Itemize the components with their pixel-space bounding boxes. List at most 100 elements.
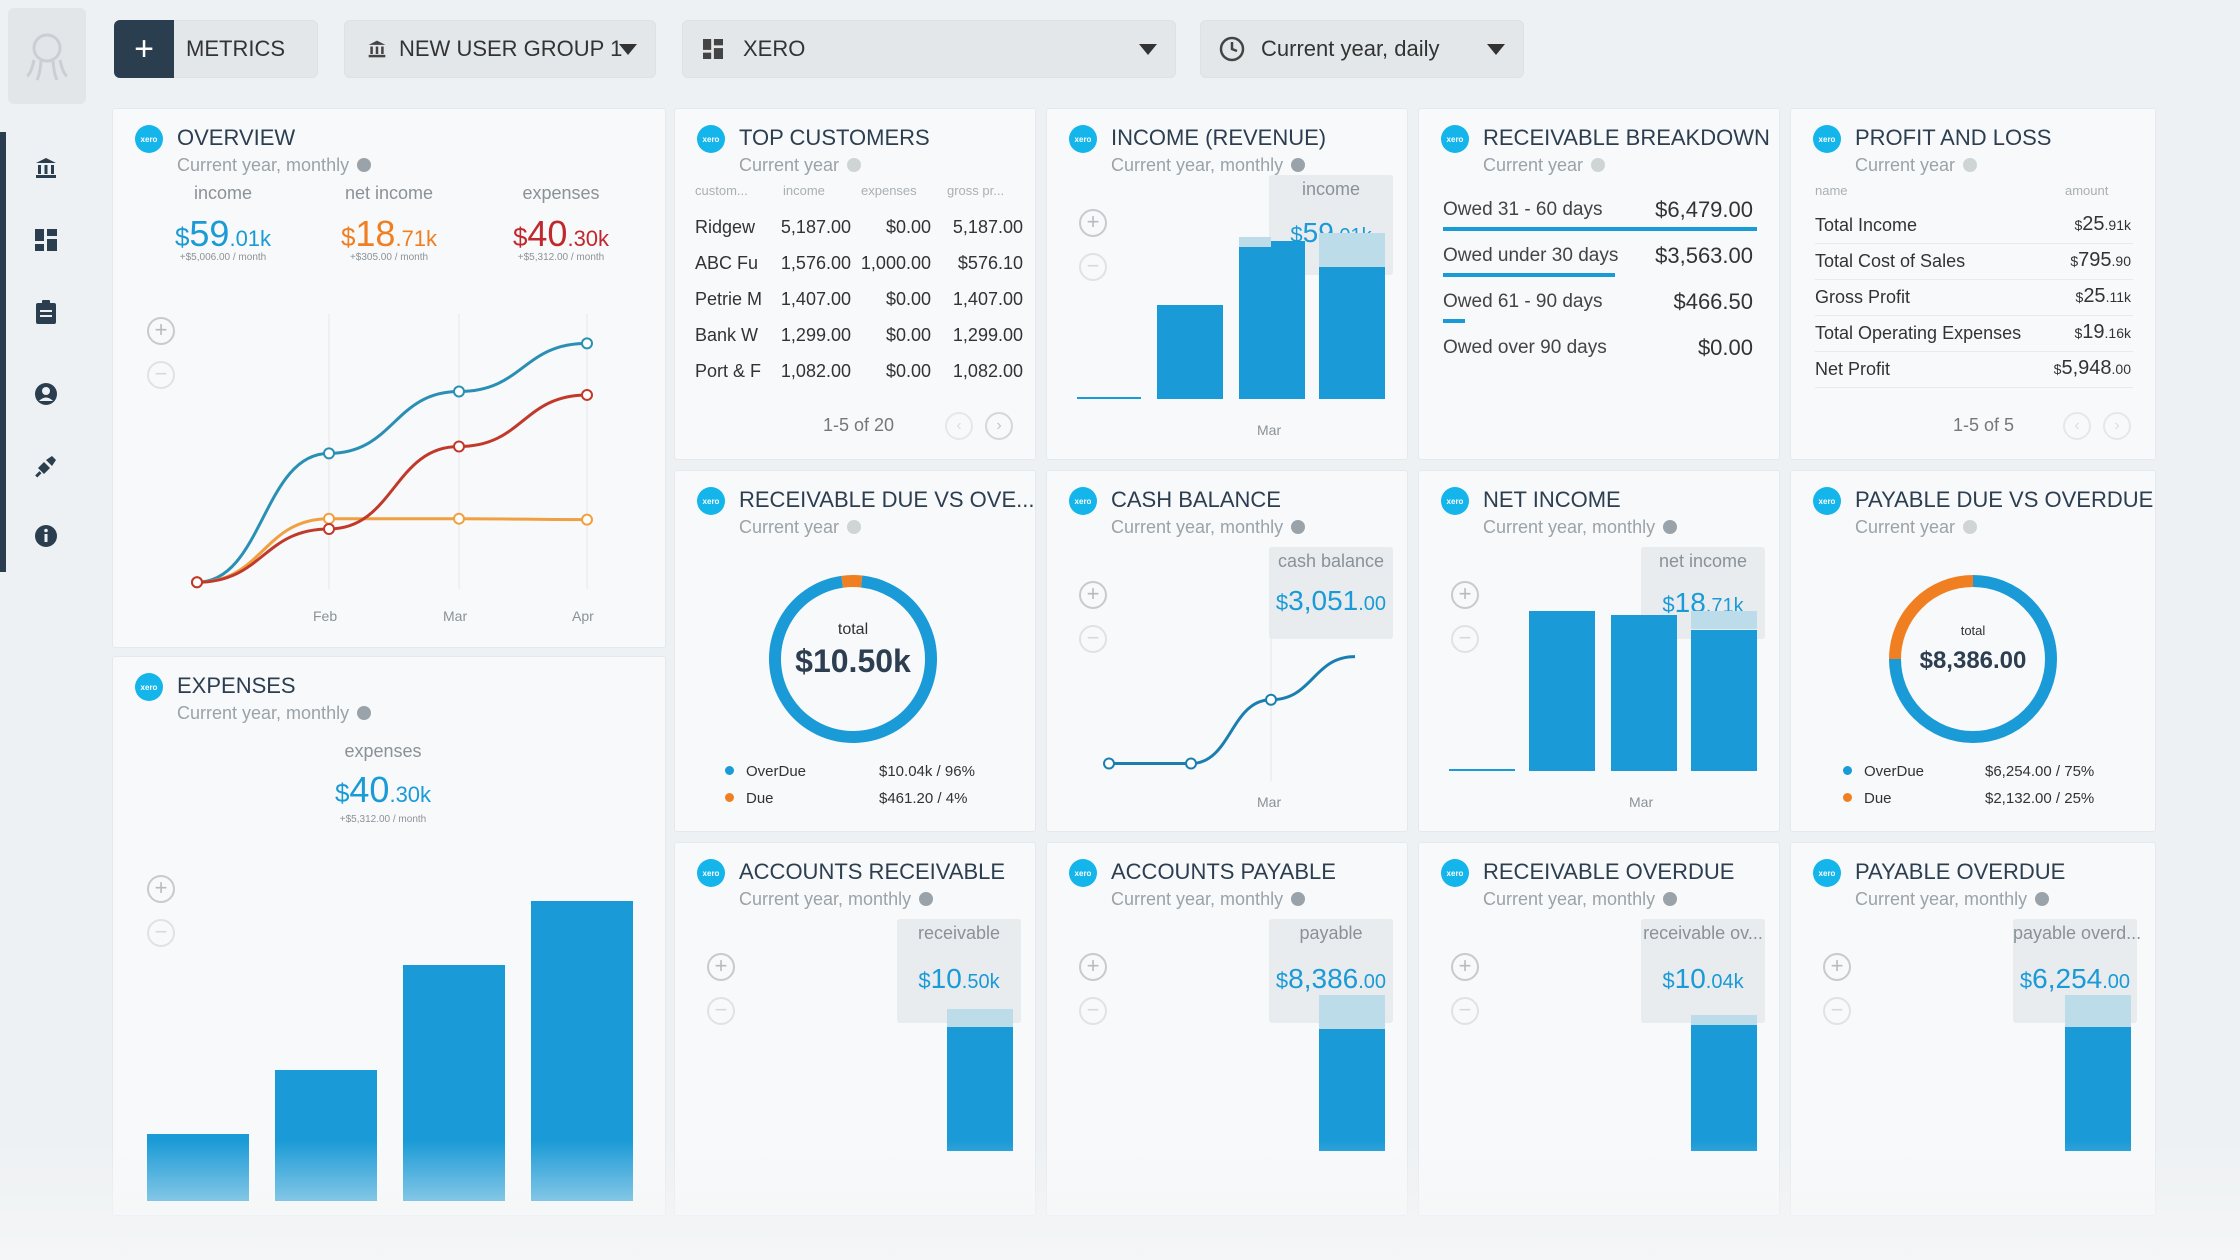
clipboard-icon[interactable] — [28, 294, 64, 330]
table-cell: 1,299.00 — [780, 325, 851, 345]
zoom-out-button[interactable]: − — [1079, 997, 1107, 1025]
zoom-out-button[interactable]: − — [147, 919, 175, 947]
zoom-in-button[interactable]: + — [1079, 581, 1107, 609]
income-bar — [1239, 241, 1305, 399]
column-header[interactable]: amount — [2065, 183, 2109, 198]
zoom-in-button[interactable]: + — [1451, 581, 1479, 609]
settings-dot-icon[interactable] — [1291, 158, 1306, 172]
zoom-in-button[interactable]: + — [147, 875, 175, 903]
table-cell: 1,082.00 — [780, 361, 851, 381]
column-header[interactable]: expenses — [861, 183, 917, 198]
zoom-out-button[interactable]: − — [707, 997, 735, 1025]
overdue-bar — [2065, 1027, 2131, 1151]
pager-next-icon[interactable]: › — [985, 412, 1013, 440]
overview-line-chart — [191, 314, 593, 589]
period-dropdown[interactable]: Current year, daily — [1200, 20, 1524, 78]
settings-dot-icon[interactable] — [2035, 892, 2050, 906]
bar-highlight — [2065, 995, 2131, 1027]
zoom-out-button[interactable]: − — [1451, 997, 1479, 1025]
row-divider — [1815, 243, 2133, 244]
pl-big: 25 — [2083, 285, 2106, 307]
card-title: TOP CUSTOMERS — [739, 125, 930, 150]
settings-dot-icon[interactable] — [847, 520, 862, 534]
overdue-bar — [1691, 1025, 1757, 1151]
breakdown-value: $3,563.00 — [1655, 243, 1753, 268]
pager-prev-icon[interactable]: ‹ — [945, 412, 973, 440]
zoom-in-button[interactable]: + — [1079, 953, 1107, 981]
settings-dot-icon[interactable] — [1963, 520, 1978, 534]
pager-prev-icon[interactable]: ‹ — [2063, 412, 2091, 440]
settings-dot-icon[interactable] — [1591, 158, 1606, 172]
settings-dot-icon[interactable] — [1291, 520, 1306, 534]
expenses-card: xero EXPENSES Current year, monthly expe… — [112, 656, 666, 1216]
pl-amount: $25.91k — [2021, 213, 2131, 236]
receivable-bar — [947, 1027, 1013, 1151]
kpi-label-expenses: expenses — [522, 183, 600, 203]
pl-small: .11k — [2105, 289, 2131, 305]
column-header[interactable]: custom... — [695, 183, 748, 198]
breakdown-value: $6,479.00 — [1655, 197, 1753, 222]
card-subtitle: Current year, monthly — [1483, 517, 1678, 538]
breakdown-bar — [1443, 273, 1615, 277]
xero-badge: xero — [1441, 487, 1469, 515]
info-icon[interactable] — [28, 518, 64, 554]
source-dropdown[interactable]: XERO — [682, 20, 1176, 78]
zoom-out-button[interactable]: − — [1079, 625, 1107, 653]
zoom-in-button[interactable]: + — [1079, 209, 1107, 237]
settings-dot-icon[interactable] — [847, 158, 862, 172]
pl-currency: $ — [2075, 289, 2084, 305]
zoom-in-button[interactable]: + — [1451, 953, 1479, 981]
settings-dot-icon[interactable] — [919, 892, 934, 906]
donut-total-value: $10.50k — [795, 643, 911, 679]
column-header[interactable]: name — [1815, 183, 1848, 198]
bank-icon — [368, 40, 386, 58]
settings-dot-icon[interactable] — [1663, 520, 1678, 534]
ov-currency: $ — [2019, 968, 2033, 993]
subtitle-text: Current year — [1855, 517, 1956, 537]
legend-name: Due — [746, 790, 774, 807]
legend-name: OverDue — [746, 763, 807, 780]
card-title: ACCOUNTS RECEIVABLE — [739, 859, 1006, 884]
settings-dot-icon[interactable] — [357, 158, 372, 172]
settings-dot-icon[interactable] — [1963, 158, 1978, 172]
settings-dot-icon[interactable] — [357, 706, 372, 720]
dashboard-icon[interactable] — [28, 222, 64, 258]
pl-big: 19 — [2082, 321, 2105, 343]
zoom-out-button[interactable]: − — [1823, 997, 1851, 1025]
user-icon[interactable] — [28, 376, 64, 412]
pager-next-icon[interactable]: › — [2103, 412, 2131, 440]
table-cell: $0.00 — [885, 361, 931, 381]
app-logo[interactable] — [8, 8, 86, 104]
legend-item: Due — [1843, 790, 1892, 807]
subtitle-text: Current year, monthly — [739, 889, 912, 909]
pager-text: 1-5 of 5 — [1953, 415, 2015, 435]
bank-icon[interactable] — [28, 150, 64, 186]
zoom-in-button[interactable]: + — [707, 953, 735, 981]
legend-dot — [1843, 766, 1852, 775]
ov-big: 3,051 — [1288, 585, 1359, 616]
overlay-label: receivable — [917, 923, 1001, 943]
zoom-out-button[interactable]: − — [147, 361, 175, 389]
card-subtitle: Current year — [739, 155, 862, 176]
payable-donut-chart — [1889, 575, 2057, 743]
subtitle-text: Current year, monthly — [1111, 889, 1284, 909]
clock-icon — [1219, 36, 1245, 62]
kpi-value-net-income: $18.71k — [309, 213, 469, 255]
user-group-dropdown[interactable]: NEW USER GROUP 1 — [344, 20, 656, 78]
zoom-out-button[interactable]: − — [1451, 625, 1479, 653]
column-header[interactable]: gross pr... — [947, 183, 1005, 198]
cash-line-chart — [1103, 631, 1356, 781]
income-revenue-card: xero INCOME (REVENUE) Current year, mont… — [1046, 108, 1408, 460]
settings-dot-icon[interactable] — [1291, 892, 1306, 906]
zoom-out-button[interactable]: − — [1079, 253, 1107, 281]
zoom-in-button[interactable]: + — [147, 317, 175, 345]
zoom-in-button[interactable]: + — [1823, 953, 1851, 981]
plugin-icon[interactable] — [28, 448, 64, 484]
metrics-button[interactable]: + METRICS — [114, 20, 318, 78]
kpi-big: 18 — [355, 213, 396, 254]
pl-amount: $19.16k — [2021, 321, 2131, 344]
xero-badge: xero — [1441, 859, 1469, 887]
settings-dot-icon[interactable] — [1663, 892, 1678, 906]
column-header[interactable]: income — [783, 183, 825, 198]
legend-pct: 25% — [2064, 790, 2095, 807]
